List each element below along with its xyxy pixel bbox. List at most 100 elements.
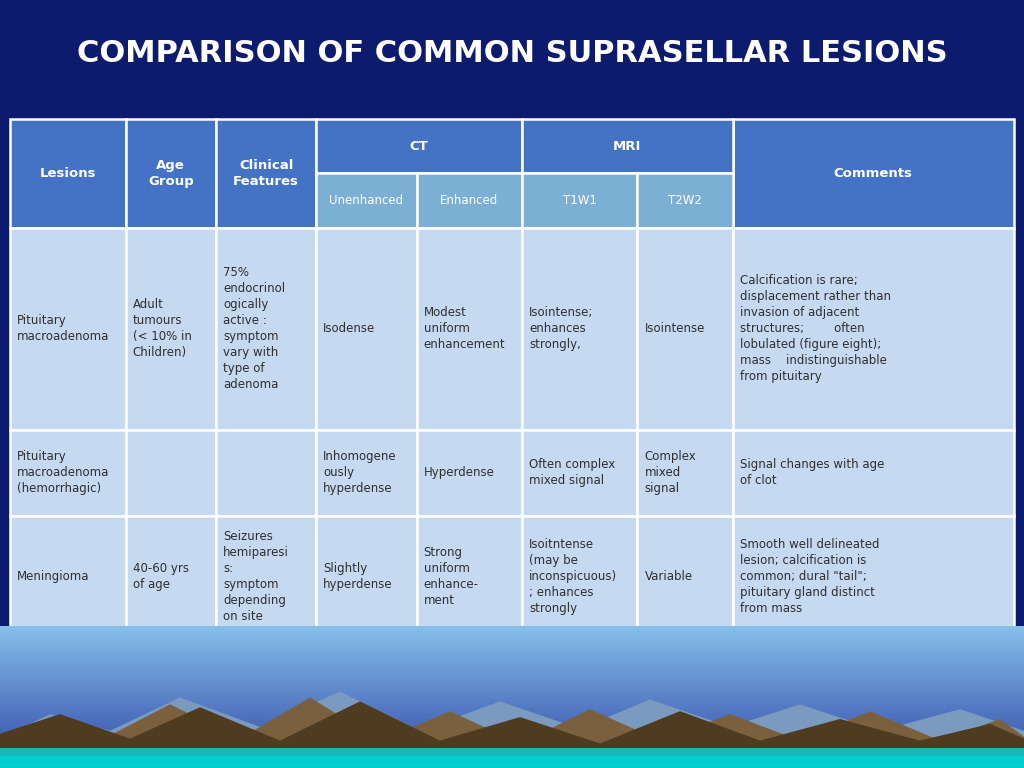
Bar [0, 758, 1024, 760]
Bar [0, 675, 1024, 676]
Bar [0, 654, 1024, 655]
Bar [10, 430, 126, 515]
Bar [0, 717, 1024, 718]
Bar [316, 228, 417, 430]
Bar [10, 515, 126, 637]
Bar [0, 669, 1024, 670]
Bar [0, 753, 1024, 754]
Bar [0, 756, 1024, 757]
Text: 75%
endocrinol
ogically
active :
symptom
vary with
type of
adenoma: 75% endocrinol ogically active : symptom… [223, 266, 285, 392]
Bar [0, 641, 1024, 643]
Bar [0, 646, 1024, 647]
Bar [0, 704, 1024, 705]
Bar [0, 739, 1024, 740]
Bar [0, 644, 1024, 646]
Bar [637, 174, 733, 228]
Bar [0, 720, 1024, 721]
Bar [0, 713, 1024, 714]
Bar [0, 662, 1024, 663]
Bar [0, 751, 1024, 753]
Bar [522, 228, 637, 430]
Bar [0, 682, 1024, 683]
Bar [0, 754, 1024, 755]
Bar [0, 730, 1024, 731]
Text: Seizures
hemiparesi
s:
symptom
depending
on site: Seizures hemiparesi s: symptom depending… [223, 530, 289, 623]
Text: Isointense: Isointense [644, 323, 705, 336]
Text: Meningioma: Meningioma [17, 570, 90, 583]
Bar [0, 639, 1024, 640]
Bar [0, 689, 1024, 690]
Bar [0, 766, 1024, 767]
Bar [0, 761, 1024, 762]
Bar [733, 228, 1014, 430]
Bar [126, 119, 216, 228]
Bar [0, 627, 1024, 628]
Text: Clinical
Features: Clinical Features [233, 159, 299, 188]
Bar [0, 666, 1024, 667]
Text: Calcification is rare;
displacement rather than
invasion of adjacent
structures;: Calcification is rare; displacement rath… [739, 274, 891, 383]
Text: Pituitary
macroadenoma
(hemorrhagic): Pituitary macroadenoma (hemorrhagic) [17, 450, 110, 495]
Bar [0, 729, 1024, 730]
Bar [0, 700, 1024, 701]
Text: Complex
mixed
signal: Complex mixed signal [644, 450, 696, 495]
Bar [0, 722, 1024, 723]
Text: MRI: MRI [613, 140, 642, 153]
Bar [0, 709, 1024, 710]
Bar [0, 737, 1024, 739]
Bar [0, 715, 1024, 716]
Bar [316, 119, 522, 174]
Bar [0, 663, 1024, 664]
Bar [0, 763, 1024, 764]
Bar [0, 640, 1024, 641]
Text: Inhomogene
ously
hyperdense: Inhomogene ously hyperdense [324, 450, 397, 495]
Bar [0, 748, 1024, 768]
Polygon shape [0, 691, 1024, 768]
Bar [0, 633, 1024, 634]
Bar [0, 712, 1024, 713]
Bar [0, 757, 1024, 758]
Bar [0, 710, 1024, 711]
Text: Hyperdense: Hyperdense [424, 466, 495, 479]
Bar [0, 648, 1024, 650]
Bar [0, 726, 1024, 727]
Bar [0, 748, 1024, 750]
Bar [0, 634, 1024, 636]
Bar [0, 694, 1024, 696]
Bar [0, 636, 1024, 637]
Bar [0, 742, 1024, 743]
Text: Isodense: Isodense [324, 323, 376, 336]
Bar [0, 740, 1024, 742]
Bar [0, 719, 1024, 720]
Bar [10, 228, 126, 430]
Bar [0, 724, 1024, 725]
Text: Smooth well delineated
lesion; calcification is
common; dural "tail";
pituitary : Smooth well delineated lesion; calcifica… [739, 538, 880, 615]
Bar [0, 626, 1024, 627]
Bar [0, 671, 1024, 672]
Bar [0, 661, 1024, 662]
Bar [0, 703, 1024, 704]
Bar [0, 698, 1024, 700]
Bar [0, 735, 1024, 736]
Bar [0, 711, 1024, 712]
Bar [0, 744, 1024, 746]
Text: Unenhanced: Unenhanced [330, 194, 403, 207]
Bar [0, 631, 1024, 632]
Bar [522, 174, 637, 228]
Bar [0, 657, 1024, 658]
Text: Signal changes with age
of clot: Signal changes with age of clot [739, 458, 884, 488]
Bar [0, 664, 1024, 665]
Bar [0, 733, 1024, 735]
Bar [417, 228, 522, 430]
Bar [0, 670, 1024, 671]
Bar [522, 119, 733, 174]
Bar [316, 515, 417, 637]
Bar [316, 174, 417, 228]
Text: Often complex
mixed signal: Often complex mixed signal [529, 458, 615, 488]
Bar [0, 665, 1024, 666]
Bar [0, 629, 1024, 630]
Bar [522, 515, 637, 637]
Bar [0, 750, 1024, 751]
Bar [0, 684, 1024, 685]
Bar [417, 515, 522, 637]
Bar [637, 515, 733, 637]
